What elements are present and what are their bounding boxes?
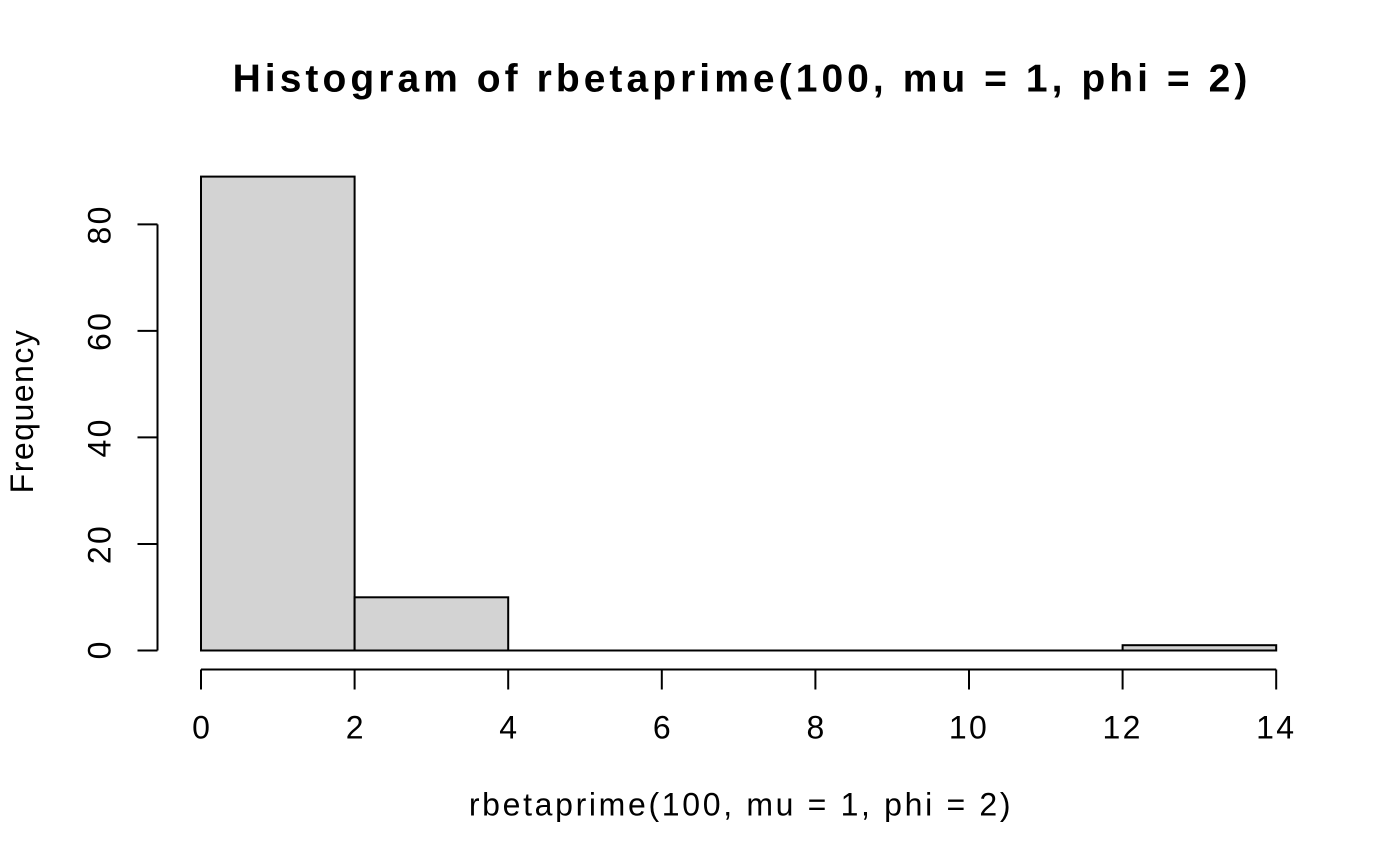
svg-text:0: 0 [82,642,118,660]
svg-text:Histogram of rbetaprime(100, m: Histogram of rbetaprime(100, mu = 1, phi… [233,58,1252,101]
svg-text:rbetaprime(100, mu = 1, phi =: rbetaprime(100, mu = 1, phi = 2) [469,787,1013,823]
svg-text:14: 14 [1256,710,1296,746]
svg-text:60: 60 [82,311,118,351]
svg-text:10: 10 [949,710,989,746]
svg-text:8: 8 [807,710,825,746]
svg-text:2: 2 [346,710,364,746]
svg-text:40: 40 [82,417,118,457]
svg-text:0: 0 [192,710,210,746]
svg-text:12: 12 [1102,710,1142,746]
svg-text:20: 20 [82,524,118,564]
svg-text:4: 4 [499,710,517,746]
svg-text:80: 80 [82,204,118,244]
svg-text:Frequency: Frequency [4,329,40,494]
svg-text:6: 6 [653,710,671,746]
